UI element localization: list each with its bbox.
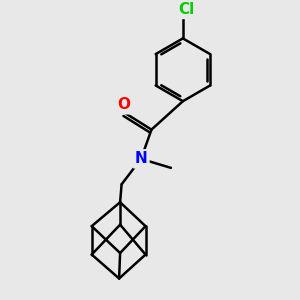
Text: O: O bbox=[117, 97, 130, 112]
Text: N: N bbox=[135, 152, 147, 166]
Text: Cl: Cl bbox=[178, 2, 195, 17]
